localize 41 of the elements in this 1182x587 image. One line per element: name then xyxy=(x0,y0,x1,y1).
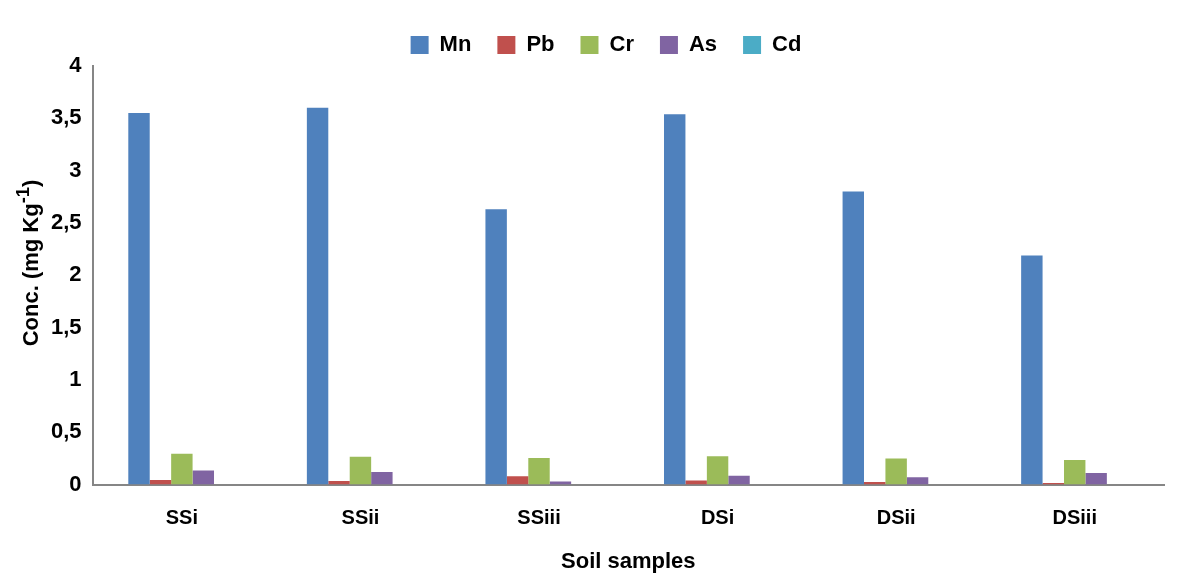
y-tick-label: 3,5 xyxy=(50,104,82,130)
bar xyxy=(664,114,686,485)
y-tick-label: 3 xyxy=(69,156,82,182)
bar xyxy=(371,472,393,485)
bar xyxy=(906,477,929,485)
x-axis-title: Soil samples xyxy=(561,547,696,573)
bar xyxy=(842,191,864,485)
x-tick-label: DSii xyxy=(876,506,916,529)
y-tick-label: 1,5 xyxy=(50,313,82,339)
bar xyxy=(528,457,550,485)
bar xyxy=(306,107,329,485)
bar xyxy=(349,456,372,485)
y-tick-label: 0 xyxy=(69,470,82,496)
y-tick-label: 2 xyxy=(69,261,82,287)
x-tick-label: SSiii xyxy=(517,506,561,529)
x-tick-label: DSi xyxy=(700,506,735,529)
bar xyxy=(192,470,215,485)
legend-label: Pb xyxy=(526,31,555,57)
bar xyxy=(728,475,750,485)
bar xyxy=(485,209,507,485)
bar xyxy=(885,458,907,485)
bar xyxy=(128,113,150,485)
legend-label: Cd xyxy=(772,31,802,57)
bar xyxy=(506,476,529,485)
x-tick-label: DSiii xyxy=(1052,506,1097,529)
x-tick-label: SSi xyxy=(165,506,198,529)
y-tick-label: 4 xyxy=(69,52,83,78)
bar xyxy=(549,481,572,485)
bar xyxy=(685,480,707,485)
bar xyxy=(1021,255,1043,485)
bar xyxy=(1085,473,1107,485)
x-tick-label: SSii xyxy=(341,506,380,529)
legend-label: Cr xyxy=(609,31,635,57)
legend-label: As xyxy=(688,31,718,57)
bar xyxy=(706,456,729,485)
y-tick-label: 1 xyxy=(69,366,82,392)
bar xyxy=(171,453,193,485)
y-tick-label: 0,5 xyxy=(50,418,82,444)
legend-label: Mn xyxy=(439,31,472,57)
y-tick-label: 2,5 xyxy=(50,209,82,235)
bar xyxy=(1064,460,1086,485)
